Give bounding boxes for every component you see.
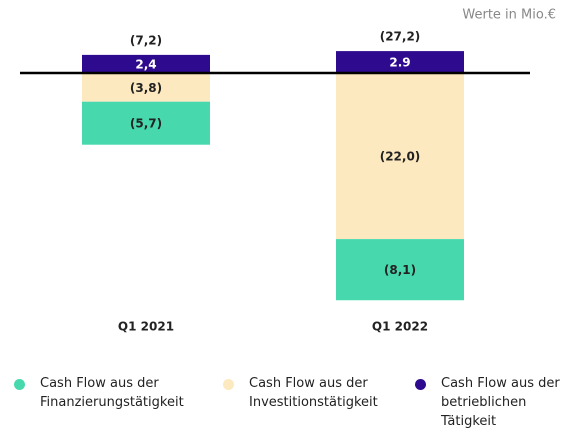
legend-item: Cash Flow aus der betrieblichen Tätigkei… bbox=[415, 374, 566, 431]
bar-segment bbox=[82, 101, 210, 145]
legend-label: Cash Flow aus der betrieblichen Tätigkei… bbox=[441, 376, 560, 429]
value-label: (3,8) bbox=[130, 81, 162, 95]
legend-label: Cash Flow aus der Finanzierungstätigkeit bbox=[40, 376, 184, 410]
total-label: (27,2) bbox=[380, 30, 421, 44]
value-label: (22,0) bbox=[380, 150, 421, 164]
x-tick-label: Q1 2022 bbox=[372, 320, 428, 334]
legend-item: Cash Flow aus der Finanzierungstätigkeit bbox=[14, 374, 205, 412]
value-label: 2.9 bbox=[389, 56, 410, 70]
legend-swatch bbox=[14, 379, 25, 390]
bar-segment bbox=[336, 239, 464, 301]
bar-segment bbox=[82, 54, 210, 73]
total-label: (7,2) bbox=[130, 33, 162, 47]
legend-item: Cash Flow aus der Investitionstätigkeit bbox=[223, 374, 399, 412]
value-label: 2,4 bbox=[135, 57, 156, 71]
subtitle: Werte in Mio.€ bbox=[462, 8, 556, 23]
legend-swatch bbox=[223, 379, 234, 390]
bar-segment bbox=[336, 73, 464, 240]
legend-label: Cash Flow aus der Investitionstätigkeit bbox=[249, 376, 378, 410]
value-label: (5,7) bbox=[130, 117, 162, 131]
legend-swatch bbox=[415, 379, 426, 390]
x-tick-label: Q1 2021 bbox=[118, 320, 174, 334]
value-label: (8,1) bbox=[384, 263, 416, 277]
bar-segment bbox=[82, 73, 210, 102]
bar-segment bbox=[336, 51, 464, 73]
